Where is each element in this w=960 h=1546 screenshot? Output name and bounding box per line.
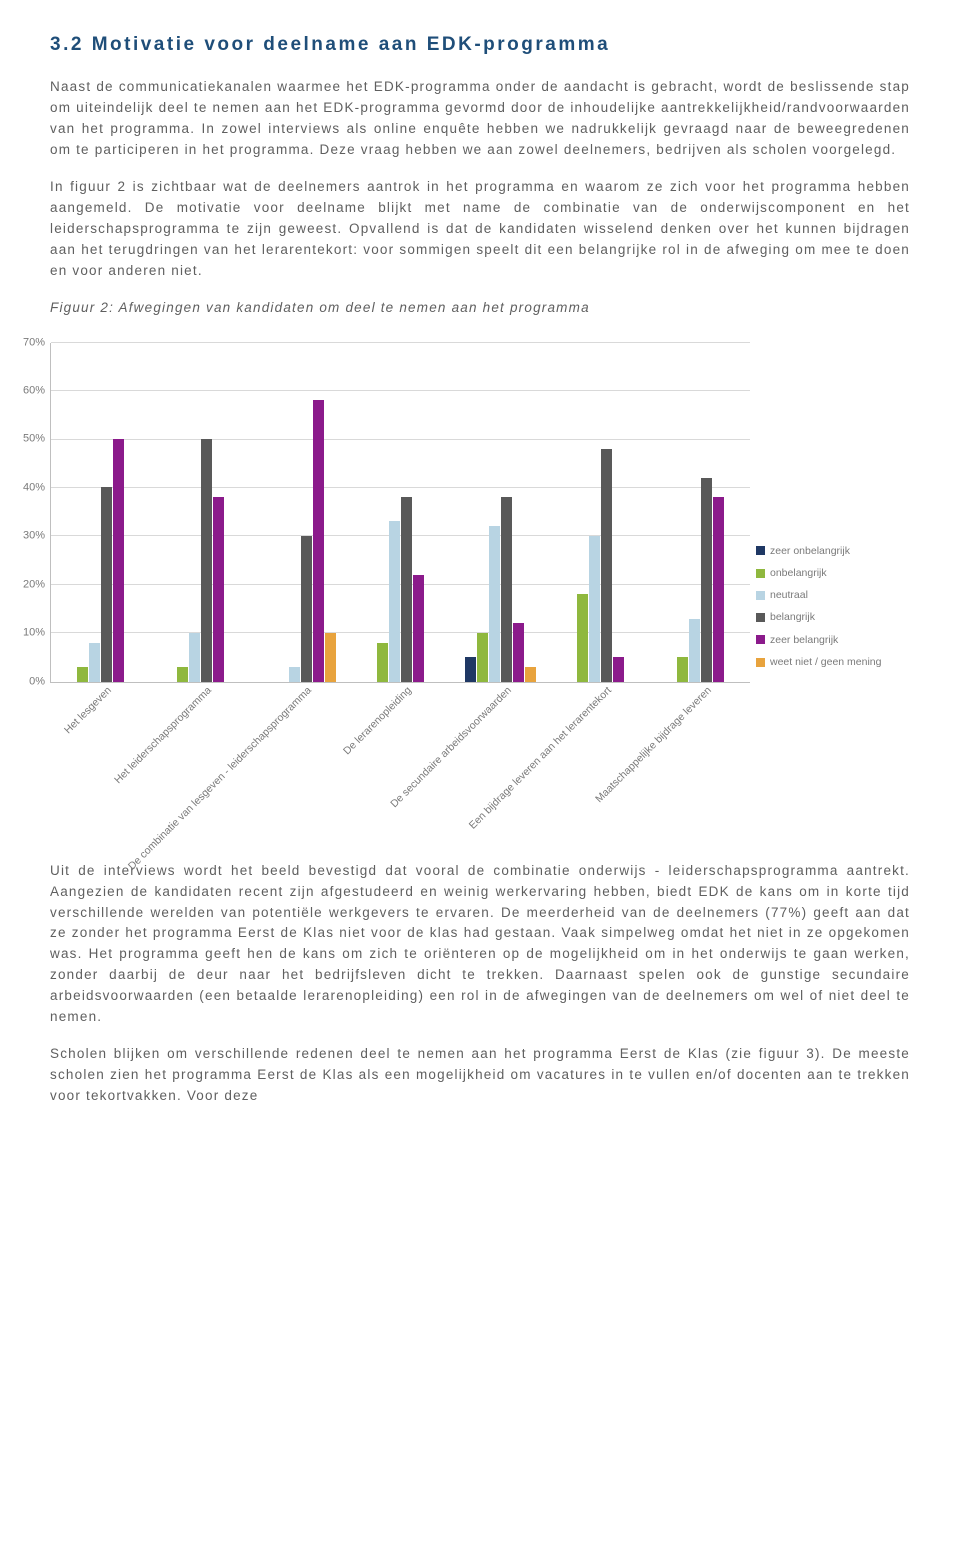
chart-ytick: 30% — [9, 528, 45, 545]
chart-bar — [89, 643, 100, 682]
chart-legend: zeer onbelangrijk onbelangrijk neutraal bel… — [756, 543, 910, 677]
chart-bar — [413, 575, 424, 682]
chart-bar-group — [550, 343, 650, 682]
paragraph: In figuur 2 is zichtbaar wat de deelneme… — [50, 177, 910, 282]
chart-ytick: 20% — [9, 576, 45, 593]
legend-swatch — [756, 591, 765, 600]
legend-label: neutraal — [770, 587, 808, 603]
chart-bar — [113, 439, 124, 682]
legend-label: zeer onbelangrijk — [770, 543, 850, 559]
paragraph: Scholen blijken om verschillende redenen… — [50, 1044, 910, 1107]
chart-bar-group — [351, 343, 451, 682]
chart-xlabel: De combinatie van lesgeven - leiderschap… — [124, 683, 315, 874]
chart-bar — [289, 667, 300, 682]
chart-xlabel: Het leiderschapsprogramma — [111, 683, 216, 788]
chart-bar — [589, 536, 600, 682]
chart-bar-group — [151, 343, 251, 682]
chart-ytick: 0% — [9, 673, 45, 690]
chart-bar — [613, 657, 624, 681]
legend-item: belangrijk — [756, 609, 910, 625]
legend-swatch — [756, 658, 765, 667]
legend-item: zeer onbelangrijk — [756, 543, 910, 559]
chart-bar — [489, 526, 500, 681]
legend-swatch — [756, 613, 765, 622]
chart-bar — [401, 497, 412, 682]
chart-bar — [301, 536, 312, 682]
chart-bar — [101, 487, 112, 681]
chart-bar-group — [251, 343, 351, 682]
chart-bar — [201, 439, 212, 682]
figure-caption: Figuur 2: Afwegingen van kandidaten om d… — [50, 298, 910, 319]
chart-bar — [477, 633, 488, 682]
section-heading: 3.2 Motivatie voor deelname aan EDK-prog… — [50, 30, 910, 59]
chart-bar — [577, 594, 588, 681]
legend-label: zeer belangrijk — [770, 632, 838, 648]
legend-swatch — [756, 569, 765, 578]
chart-bar-group — [450, 343, 550, 682]
legend-item: neutraal — [756, 587, 910, 603]
chart-bar — [389, 521, 400, 681]
chart-bar-group — [51, 343, 151, 682]
chart-bar — [177, 667, 188, 682]
chart-container: 0%10%20%30%40%50%60%70% Het lesgevenHet … — [50, 343, 910, 853]
chart-bar — [713, 497, 724, 682]
chart-bar — [465, 657, 476, 681]
chart-bar — [701, 478, 712, 682]
chart-bar — [77, 667, 88, 682]
chart-bar — [601, 449, 612, 682]
paragraph: Naast de communicatiekanalen waarmee het… — [50, 77, 910, 161]
chart-bar — [325, 633, 336, 682]
chart-bar — [313, 400, 324, 682]
chart-bar — [377, 643, 388, 682]
chart-ytick: 70% — [9, 334, 45, 351]
legend-item: onbelangrijk — [756, 565, 910, 581]
chart-bar — [525, 667, 536, 682]
legend-item: zeer belangrijk — [756, 632, 910, 648]
chart-ytick: 10% — [9, 625, 45, 642]
paragraph: Uit de interviews wordt het beeld bevest… — [50, 861, 910, 1028]
legend-swatch — [756, 546, 765, 555]
chart-bar — [189, 633, 200, 682]
chart-xlabel: De lerarenopleiding — [340, 683, 416, 759]
chart-x-labels: Het lesgevenHet leiderschapsprogramma De … — [50, 683, 750, 853]
chart-xlabel: Het lesgeven — [61, 683, 116, 738]
chart-ytick: 60% — [9, 383, 45, 400]
chart-bar — [689, 619, 700, 682]
chart-bar-group — [650, 343, 750, 682]
chart-bar — [501, 497, 512, 682]
chart-bar — [213, 497, 224, 682]
legend-label: weet niet / geen mening — [770, 654, 882, 670]
legend-label: belangrijk — [770, 609, 815, 625]
legend-swatch — [756, 635, 765, 644]
legend-item: weet niet / geen mening — [756, 654, 910, 670]
chart-xlabel: Maatschappelijke bijdrage leveren — [592, 683, 716, 807]
legend-label: onbelangrijk — [770, 565, 827, 581]
chart-ytick: 40% — [9, 479, 45, 496]
chart-ytick: 50% — [9, 431, 45, 448]
chart-bar — [677, 657, 688, 681]
chart-plot-area: 0%10%20%30%40%50%60%70% — [50, 343, 750, 683]
chart-bar — [513, 623, 524, 681]
